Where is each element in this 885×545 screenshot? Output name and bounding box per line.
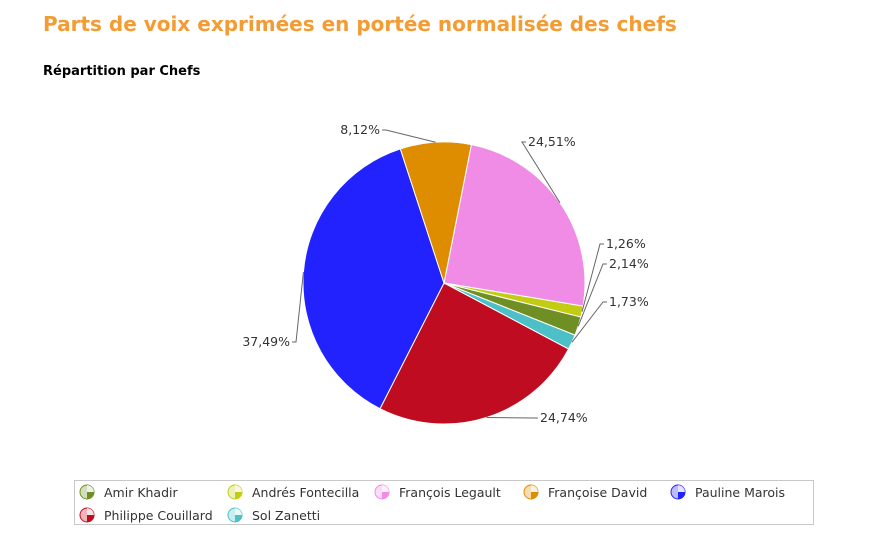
pie-slice-francois-legault[interactable]	[443, 144, 586, 307]
data-label-francoise-david: 8,12%	[340, 122, 380, 137]
legend-item-sol-zanetti[interactable]: Sol Zanetti	[227, 507, 320, 523]
connector-line-philippe-couillard	[486, 416, 538, 419]
pie-slice-francoise-david[interactable]	[399, 141, 472, 285]
pie-swatch-icon	[227, 484, 243, 500]
legend-label: Amir Khadir	[104, 484, 178, 500]
legend-item-pauline-marois[interactable]: Pauline Marois	[670, 484, 785, 500]
pie-swatch-icon	[670, 484, 686, 500]
chart-subtitle: Répartition par Chefs	[43, 64, 201, 79]
pie-swatch-icon	[79, 484, 95, 500]
data-label-philippe-couillard: 24,74%	[540, 410, 588, 425]
connector-line-sol-zanetti	[571, 301, 607, 343]
legend-label: Andrés Fontecilla	[252, 484, 360, 500]
chart-legend: Amir Khadir Andrés Fontecilla François Leg…	[74, 480, 814, 525]
legend-label: Philippe Couillard	[104, 507, 213, 523]
legend-item-francois-legault[interactable]: François Legault	[374, 484, 501, 500]
legend-label: François Legault	[399, 484, 501, 500]
legend-label: Françoise David	[548, 484, 648, 500]
pie-swatch-icon	[79, 507, 95, 523]
pie-slice-philippe-couillard[interactable]	[379, 282, 570, 425]
connector-line-amir-khadir	[577, 263, 607, 327]
legend-label: Pauline Marois	[695, 484, 786, 500]
connector-line-francoise-david	[382, 129, 436, 143]
page-title: Parts de voix exprimées en portée normal…	[43, 12, 677, 36]
legend-item-philippe-couillard[interactable]: Philippe Couillard	[79, 507, 213, 523]
data-label-sol-zanetti: 1,73%	[609, 294, 649, 309]
legend-label: Sol Zanetti	[252, 507, 321, 523]
data-label-amir-khadir: 2,14%	[609, 256, 649, 271]
connector-line-pauline-marois	[292, 271, 304, 343]
data-label-francois-legault: 24,51%	[528, 134, 576, 149]
pie-swatch-icon	[374, 484, 390, 500]
connector-line-francois-legault	[521, 141, 561, 204]
connector-line-andres-fontecilla	[581, 243, 604, 312]
legend-item-francoise-david[interactable]: Françoise David	[523, 484, 647, 500]
legend-item-andres-fontecilla[interactable]: Andrés Fontecilla	[227, 484, 359, 500]
pie-swatch-icon	[523, 484, 539, 500]
pie-swatch-icon	[227, 507, 243, 523]
data-label-pauline-marois: 37,49%	[242, 334, 290, 349]
data-label-andres-fontecilla: 1,26%	[606, 236, 646, 251]
legend-item-amir-khadir[interactable]: Amir Khadir	[79, 484, 178, 500]
